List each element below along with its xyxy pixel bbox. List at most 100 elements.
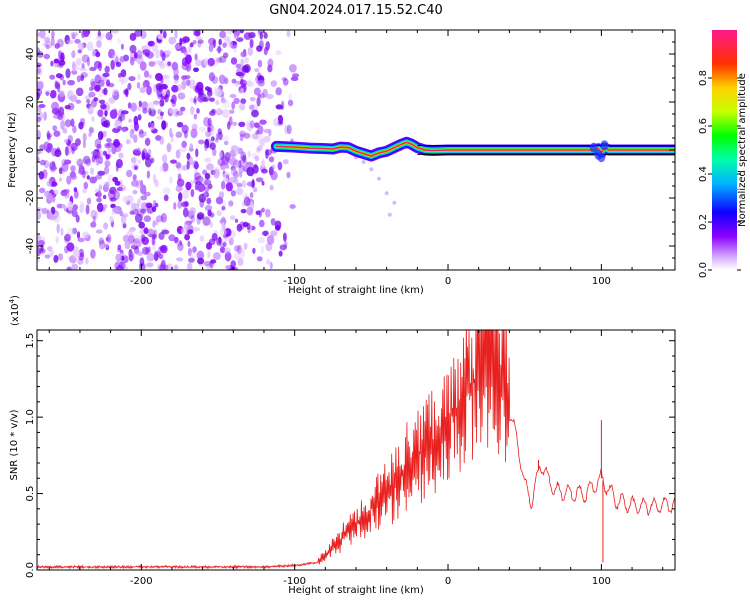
noise-blob — [151, 236, 156, 246]
noise-blob — [142, 49, 151, 54]
noise-blob — [56, 147, 61, 153]
noise-blob — [57, 114, 64, 121]
noise-blob — [39, 144, 46, 151]
noise-blob — [229, 157, 238, 166]
noise-blob — [88, 105, 94, 111]
noise-blob — [88, 91, 96, 98]
noise-blob — [98, 149, 103, 160]
noise-blob — [151, 234, 157, 240]
colorbar-tick-label: 0.0 — [698, 262, 709, 278]
noise-blob — [131, 241, 139, 246]
noise-blob — [60, 227, 64, 236]
noise-blob — [88, 132, 92, 137]
noise-blob — [148, 61, 156, 67]
noise-blob — [187, 240, 191, 247]
noise-blob — [173, 67, 179, 77]
noise-blob — [147, 40, 155, 47]
noise-blob — [231, 101, 236, 110]
noise-blob — [246, 206, 254, 216]
noise-blob — [259, 138, 265, 147]
noise-blob — [233, 252, 242, 261]
noise-blob — [242, 155, 247, 163]
noise-blob — [253, 87, 261, 96]
noise-blob — [214, 138, 219, 143]
noise-blob — [180, 186, 184, 192]
noise-blob — [50, 206, 56, 215]
noise-blob — [218, 131, 223, 141]
noise-blob — [67, 201, 73, 211]
noise-blob — [204, 172, 211, 180]
noise-blob — [220, 180, 226, 190]
snr-scale-text: (x10 — [10, 303, 21, 326]
noise-blob — [249, 192, 254, 199]
noise-blob — [137, 240, 142, 247]
noise-blob — [151, 245, 157, 251]
noise-blob — [70, 32, 79, 37]
noise-blob — [80, 74, 84, 82]
noise-blob — [192, 160, 198, 169]
noise-blob — [182, 207, 189, 218]
snr-scale-exponent: 4 — [8, 298, 16, 303]
noise-blob — [142, 81, 147, 89]
noise-blob — [73, 190, 79, 199]
noise-blob — [46, 133, 53, 138]
noise-blob — [245, 120, 253, 129]
noise-blob — [105, 79, 111, 87]
noise-blob — [238, 121, 246, 128]
noise-blob — [243, 242, 248, 250]
noise-blob — [146, 228, 155, 238]
noise-blob — [255, 177, 264, 183]
noise-blob — [193, 113, 198, 120]
noise-blob — [283, 232, 287, 242]
stray-point — [392, 200, 397, 205]
noise-blob — [281, 77, 287, 81]
noise-blob — [105, 153, 112, 159]
noise-blob — [195, 59, 202, 67]
noise-blob — [261, 230, 269, 236]
noise-blob — [104, 160, 111, 167]
noise-blob — [139, 86, 146, 94]
noise-blob — [186, 152, 191, 160]
noise-blob — [247, 133, 253, 139]
noise-blob — [183, 130, 188, 139]
noise-blob — [112, 207, 119, 213]
noise-blob — [207, 117, 212, 127]
noise-blob — [289, 204, 296, 209]
noise-region — [37, 30, 300, 270]
noise-blob — [256, 148, 261, 153]
noise-blob — [132, 174, 137, 181]
noise-blob — [65, 146, 69, 157]
noise-blob — [226, 30, 234, 35]
noise-blob — [196, 108, 200, 114]
noise-blob — [64, 105, 71, 110]
noise-blob — [189, 207, 196, 215]
noise-blob — [208, 37, 216, 45]
noise-blob — [84, 95, 92, 100]
noise-blob — [90, 221, 97, 228]
noise-blob — [219, 246, 226, 254]
noise-blob — [204, 157, 212, 163]
noise-blob — [110, 59, 115, 70]
noise-blob — [129, 128, 134, 139]
noise-blob — [182, 189, 189, 200]
noise-blob — [168, 176, 173, 184]
noise-blob — [139, 61, 147, 71]
noise-blob — [257, 236, 266, 244]
noise-blob — [61, 158, 67, 166]
noise-blob — [162, 162, 169, 172]
noise-blob — [225, 182, 233, 192]
x-tick-label: -200 — [130, 576, 153, 587]
noise-blob — [168, 234, 176, 242]
noise-blob — [228, 237, 234, 246]
noise-blob — [248, 104, 255, 110]
noise-blob — [62, 189, 70, 194]
noise-blob — [148, 74, 152, 79]
noise-blob — [234, 147, 240, 156]
noise-blob — [61, 168, 65, 175]
noise-blob — [161, 120, 167, 131]
noise-blob — [67, 89, 75, 97]
noise-blob — [94, 74, 102, 84]
noise-blob — [132, 189, 138, 195]
colorbar-tick-label: 0.6 — [698, 118, 709, 134]
